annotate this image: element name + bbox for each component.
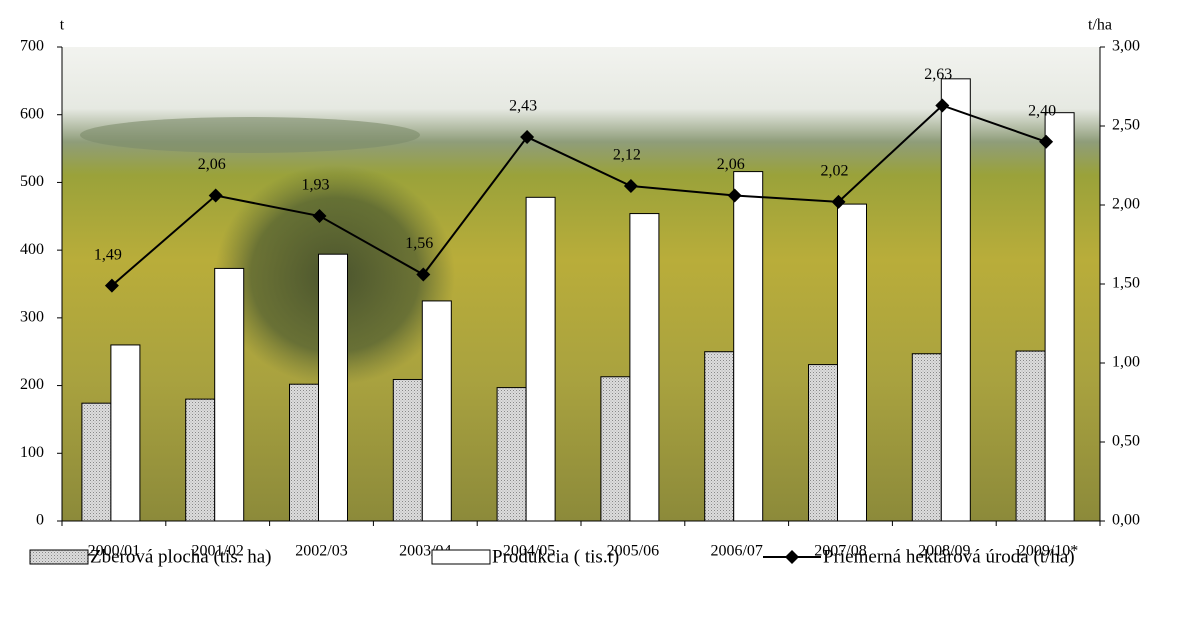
value-label: 2,63 bbox=[924, 66, 952, 83]
y-tick-label: 500 bbox=[20, 173, 44, 190]
marker bbox=[1039, 134, 1054, 149]
value-label: 2,06 bbox=[717, 156, 745, 173]
bar bbox=[1044, 112, 1075, 522]
bar bbox=[837, 203, 867, 522]
marker bbox=[104, 278, 119, 293]
value-label: 1,93 bbox=[302, 177, 330, 194]
bar bbox=[185, 398, 216, 522]
y-tick-label: 600 bbox=[20, 105, 44, 122]
value-label: 2,43 bbox=[509, 98, 537, 115]
y2-tick-label: 0,00 bbox=[1112, 512, 1140, 529]
y-axis-title: t bbox=[60, 17, 65, 34]
x-tick-label: 2004/05 bbox=[503, 543, 555, 560]
y-tick-label: 400 bbox=[20, 241, 44, 258]
x-tick-label: 2001/02 bbox=[191, 543, 243, 560]
value-label: 2,12 bbox=[613, 147, 641, 164]
y-tick-label: 100 bbox=[20, 444, 44, 461]
marker bbox=[312, 209, 327, 224]
bar bbox=[704, 351, 735, 522]
y2-tick-label: 2,50 bbox=[1112, 117, 1140, 134]
bar bbox=[110, 344, 141, 522]
value-label: 1,49 bbox=[94, 246, 122, 263]
x-tick-label: 2006/07 bbox=[710, 543, 762, 560]
y2-tick-label: 3,00 bbox=[1112, 38, 1140, 55]
value-label: 2,40 bbox=[1028, 102, 1056, 119]
x-tick-label: 2007/08 bbox=[814, 543, 866, 560]
bar bbox=[214, 267, 245, 522]
bar bbox=[629, 213, 660, 522]
y2-tick-label: 0,50 bbox=[1112, 433, 1140, 450]
bar bbox=[496, 387, 527, 522]
x-tick-label: 2009/10* bbox=[1018, 543, 1078, 560]
x-tick-label: 2000/01 bbox=[88, 543, 140, 560]
x-tick-label: 2002/03 bbox=[295, 543, 347, 560]
bar bbox=[1015, 350, 1046, 522]
y2-axis-title: t/ha bbox=[1088, 17, 1112, 34]
y-tick-label: 200 bbox=[20, 376, 44, 393]
value-label: 2,06 bbox=[198, 156, 226, 173]
bar bbox=[808, 364, 838, 522]
marker bbox=[831, 194, 846, 209]
bar bbox=[600, 376, 631, 522]
marker bbox=[623, 179, 638, 194]
bar bbox=[940, 78, 971, 522]
y2-tick-label: 1,00 bbox=[1112, 354, 1140, 371]
y2-tick-label: 1,50 bbox=[1112, 275, 1140, 292]
bar bbox=[81, 402, 112, 522]
legend-label: Produkcia ( tis.t) bbox=[492, 546, 619, 567]
marker bbox=[727, 188, 742, 203]
marker bbox=[208, 188, 223, 203]
bar bbox=[421, 300, 452, 522]
legend-marker bbox=[785, 550, 799, 564]
marker bbox=[520, 130, 535, 145]
legend-swatch bbox=[29, 549, 89, 565]
legend-label: Zberová plocha (tis. ha) bbox=[90, 546, 271, 567]
y2-tick-label: 2,00 bbox=[1112, 196, 1140, 213]
x-tick-label: 2008/09 bbox=[918, 543, 970, 560]
line bbox=[111, 104, 1047, 287]
bar bbox=[911, 353, 942, 522]
bar bbox=[289, 383, 319, 522]
marker bbox=[416, 267, 431, 282]
bar bbox=[392, 378, 423, 522]
bar bbox=[733, 171, 764, 522]
legend-label: Priemerná hektárová úroda (t/ha) bbox=[823, 546, 1075, 567]
value-label: 2,02 bbox=[821, 163, 849, 180]
bar bbox=[525, 196, 556, 522]
y-tick-label: 0 bbox=[36, 512, 44, 529]
value-label: 1,56 bbox=[405, 235, 433, 252]
x-tick-label: 2005/06 bbox=[607, 543, 659, 560]
marker bbox=[935, 98, 950, 113]
legend-swatch bbox=[431, 549, 491, 565]
y-tick-label: 300 bbox=[20, 309, 44, 326]
y-tick-label: 700 bbox=[20, 38, 44, 55]
bar bbox=[318, 253, 348, 522]
